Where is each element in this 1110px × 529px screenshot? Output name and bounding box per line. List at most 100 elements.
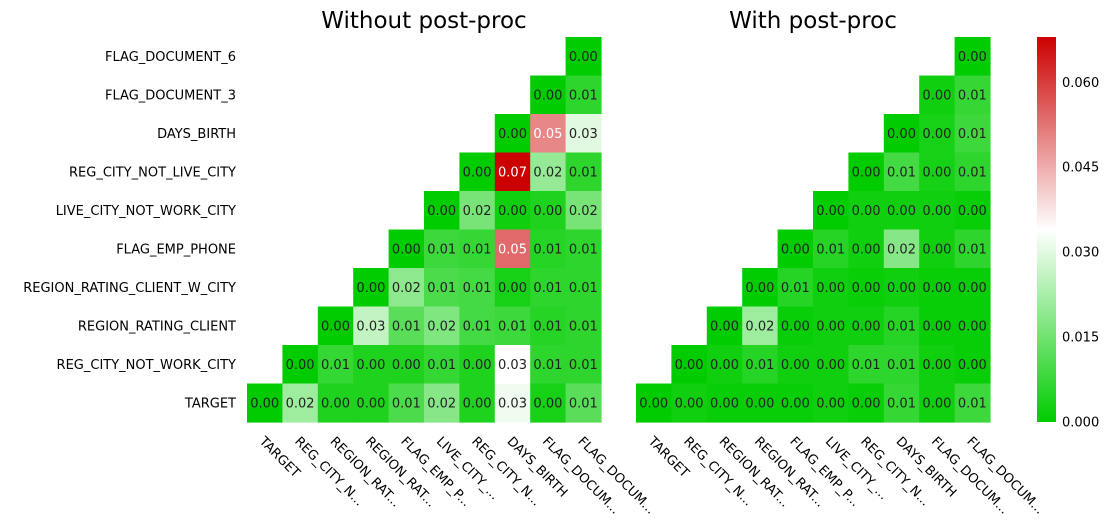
row-label: REG_CITY_NOT_LIVE_CITY <box>69 165 236 180</box>
heatmap-cell <box>388 306 425 346</box>
heatmap-cell <box>247 383 283 423</box>
heatmap-cell <box>424 229 460 269</box>
heatmap-cell <box>848 191 885 231</box>
cell-value: 0.00 <box>463 396 492 411</box>
cell-value: 0.00 <box>922 88 951 103</box>
cell-value: 0.02 <box>392 281 421 296</box>
cell-value: 0.00 <box>922 127 951 142</box>
cell-value: 0.01 <box>463 281 492 296</box>
heatmap-cell <box>919 268 956 308</box>
heatmap-cell <box>777 268 814 308</box>
heatmap-cell <box>671 383 708 423</box>
cell-value: 0.01 <box>569 358 598 373</box>
cell-value: 0.02 <box>463 204 492 219</box>
row-label: LIVE_CITY_NOT_WORK_CITY <box>56 204 236 219</box>
heatmap-cell <box>706 345 743 385</box>
cell-value: 0.03 <box>356 319 385 334</box>
cell-value: 0.00 <box>356 358 385 373</box>
heatmap-cell <box>848 229 885 269</box>
cell-value: 0.00 <box>816 281 845 296</box>
cell-value: 0.00 <box>922 358 951 373</box>
heatmap-cell <box>494 114 531 154</box>
colorbar <box>1037 37 1056 422</box>
heatmap-cell <box>813 306 849 346</box>
cell-value: 0.01 <box>533 242 562 257</box>
colorbar-tick-label: 0.015 <box>1062 331 1099 346</box>
cell-value: 0.00 <box>533 204 562 219</box>
cell-value: 0.00 <box>922 319 951 334</box>
heatmap-cell <box>813 191 849 231</box>
cell-value: 0.01 <box>427 242 456 257</box>
cell-value: 0.00 <box>781 396 810 411</box>
heatmap-panel-2: With post-proc 0.00 0.00 0.01 0.00 0.00 0.01 0.… <box>636 8 1047 517</box>
heatmap-cell <box>317 345 354 385</box>
heatmap-cell <box>424 306 460 346</box>
cell-value: 0.03 <box>498 396 527 411</box>
cell-value: 0.00 <box>710 358 739 373</box>
cell-value: 0.01 <box>852 358 881 373</box>
heatmap-cell <box>424 268 460 308</box>
cell-value: 0.00 <box>887 127 916 142</box>
heatmap-cell <box>954 152 991 192</box>
heatmap-cell <box>565 75 602 115</box>
heatmap-cell <box>848 152 885 192</box>
heatmap-cell <box>706 383 743 423</box>
heatmap-cell <box>848 383 885 423</box>
heatmap-cell <box>565 345 602 385</box>
cell-value: 0.00 <box>852 281 881 296</box>
heatmap-cell <box>459 229 496 269</box>
cell-value: 0.00 <box>958 281 987 296</box>
row-label: FLAG_DOCUMENT_3 <box>105 88 236 103</box>
cell-value: 0.01 <box>887 319 916 334</box>
heatmap-cell <box>565 268 602 308</box>
heatmap-cell <box>530 191 567 231</box>
heatmap-cell <box>459 191 496 231</box>
heatmap-cell <box>919 191 956 231</box>
cell-value: 0.00 <box>781 242 810 257</box>
cell-value: 0.01 <box>569 88 598 103</box>
heatmap-cell <box>636 383 672 423</box>
heatmap-cell <box>883 268 920 308</box>
row-label: TARGET <box>184 396 236 411</box>
heatmap-cell <box>494 345 531 385</box>
heatmap-cell <box>459 306 496 346</box>
cell-value: 0.00 <box>427 204 456 219</box>
row-label: REG_CITY_NOT_WORK_CITY <box>57 358 237 373</box>
cell-value: 0.00 <box>356 281 385 296</box>
heatmap-cell <box>883 114 920 154</box>
cell-value: 0.01 <box>816 242 845 257</box>
cell-value: 0.00 <box>498 281 527 296</box>
cell-value: 0.00 <box>745 396 774 411</box>
cell-value: 0.01 <box>958 88 987 103</box>
heatmap-cell <box>530 114 567 154</box>
heatmap-cell <box>919 306 956 346</box>
heatmap-cell <box>742 268 779 308</box>
heatmap-cell <box>954 383 991 423</box>
cell-value: 0.00 <box>852 396 881 411</box>
heatmap-cell <box>848 306 885 346</box>
cell-value: 0.00 <box>922 165 951 180</box>
cell-value: 0.00 <box>710 319 739 334</box>
heatmap-cell <box>388 383 425 423</box>
cell-value: 0.07 <box>498 165 527 180</box>
heatmap-cell <box>565 152 602 192</box>
heatmap-cell <box>494 191 531 231</box>
cell-value: 0.03 <box>569 127 598 142</box>
cell-value: 0.00 <box>852 242 881 257</box>
cell-value: 0.00 <box>781 358 810 373</box>
cell-value: 0.00 <box>356 396 385 411</box>
heatmap-cell <box>565 229 602 269</box>
heatmap-cell <box>530 75 567 115</box>
heatmap-cell <box>530 306 567 346</box>
row-label: FLAG_EMP_PHONE <box>116 242 236 257</box>
heatmap-cell <box>530 268 567 308</box>
heatmap-cell <box>530 229 567 269</box>
cell-value: 0.00 <box>852 165 881 180</box>
cell-value: 0.02 <box>427 396 456 411</box>
cell-value: 0.00 <box>392 358 421 373</box>
cell-value: 0.00 <box>781 319 810 334</box>
heatmap-cell <box>777 229 814 269</box>
heatmap-cell <box>813 345 849 385</box>
heatmap-cell <box>919 383 956 423</box>
